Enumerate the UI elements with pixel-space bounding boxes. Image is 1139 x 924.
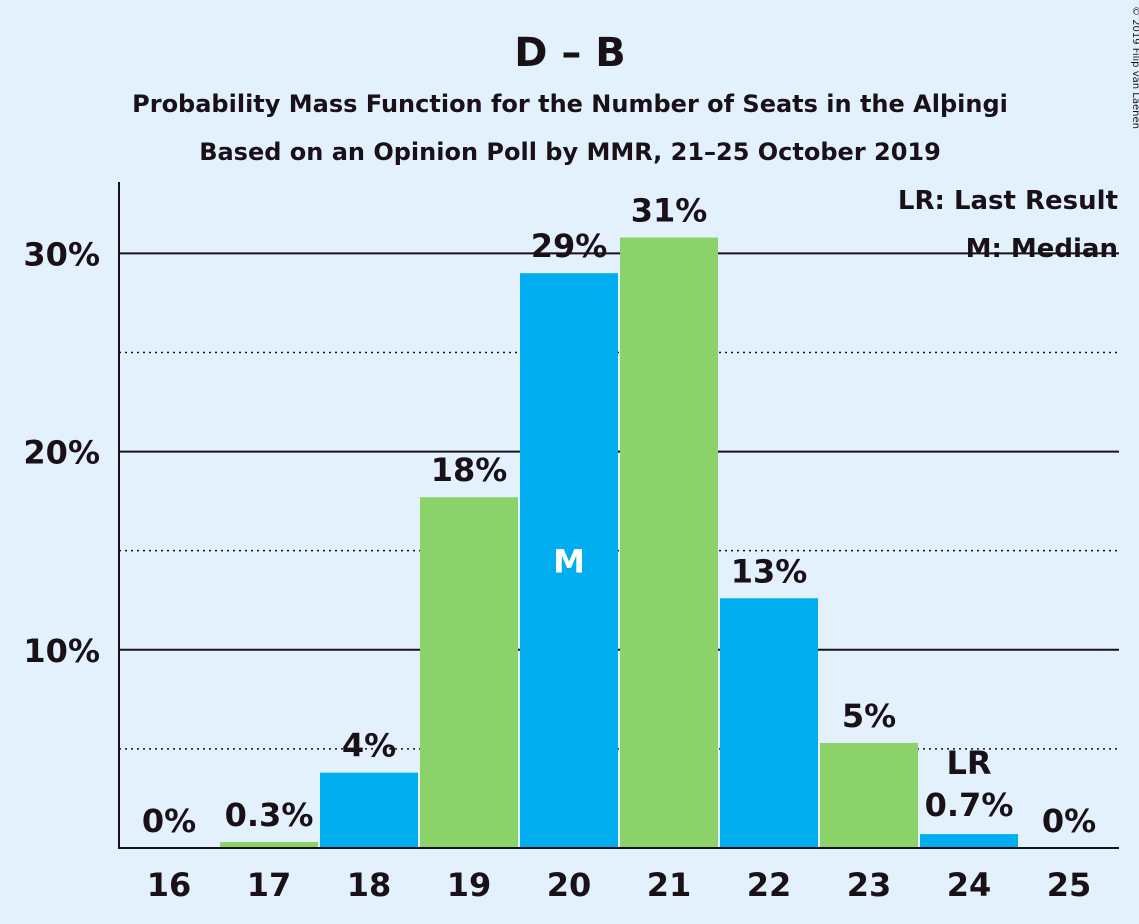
x-tick-label-25: 25 [1047, 866, 1092, 904]
x-tick-label-21: 21 [647, 866, 692, 904]
bar-labels: 0% 0.3% 4% 18% 29% M 31% 13% 5% 0.7% LR 0% [142, 192, 1096, 841]
bar-label-16: 0% [142, 802, 196, 840]
bar-18 [320, 772, 418, 848]
bar-label-23: 5% [842, 697, 896, 735]
bar-label-22: 13% [731, 552, 808, 590]
x-tick-labels: 16 17 18 19 20 21 22 23 24 25 [147, 866, 1092, 904]
legend: LR: Last Result M: Median [898, 186, 1118, 264]
bar-22 [720, 598, 818, 848]
bar-label-18: 4% [342, 727, 396, 765]
last-result-marker: LR [946, 744, 991, 782]
x-tick-label-24: 24 [947, 866, 992, 904]
median-marker: M [553, 543, 585, 581]
x-tick-label-20: 20 [547, 866, 592, 904]
y-tick-label: 30% [23, 235, 100, 273]
bar-label-17: 0.3% [225, 796, 314, 834]
x-tick-label-19: 19 [447, 866, 492, 904]
y-tick-labels: 10% 20% 30% [23, 235, 100, 669]
x-tick-label-22: 22 [747, 866, 792, 904]
bar-23 [820, 742, 918, 848]
bar-label-19: 18% [431, 451, 508, 489]
bars [220, 237, 1018, 848]
chart-subtitle-poll: Based on an Opinion Poll by MMR, 21–25 O… [199, 138, 941, 166]
bar-24 [920, 834, 1018, 848]
x-tick-label-16: 16 [147, 866, 192, 904]
legend-median: M: Median [966, 234, 1118, 264]
copyright-note: © 2019 Filip van Laenen [1130, 6, 1139, 129]
y-tick-label: 10% [23, 632, 100, 670]
bar-label-24: 0.7% [925, 786, 1014, 824]
bar-17 [220, 842, 318, 848]
x-tick-label-17: 17 [247, 866, 292, 904]
legend-last-result: LR: Last Result [898, 186, 1118, 216]
bar-label-20: 29% [531, 227, 608, 265]
gridlines [119, 252, 1119, 750]
x-tick-label-18: 18 [347, 866, 392, 904]
bar-label-25: 0% [1042, 802, 1096, 840]
chart-subtitle: Probability Mass Function for the Number… [132, 90, 1008, 118]
y-tick-label: 20% [23, 434, 100, 472]
x-tick-label-23: 23 [847, 866, 892, 904]
bar-21 [620, 237, 718, 848]
bar-20 [520, 273, 618, 848]
bar-19 [420, 497, 518, 848]
chart-title: D – B [514, 30, 626, 76]
bar-label-21: 31% [631, 192, 708, 230]
